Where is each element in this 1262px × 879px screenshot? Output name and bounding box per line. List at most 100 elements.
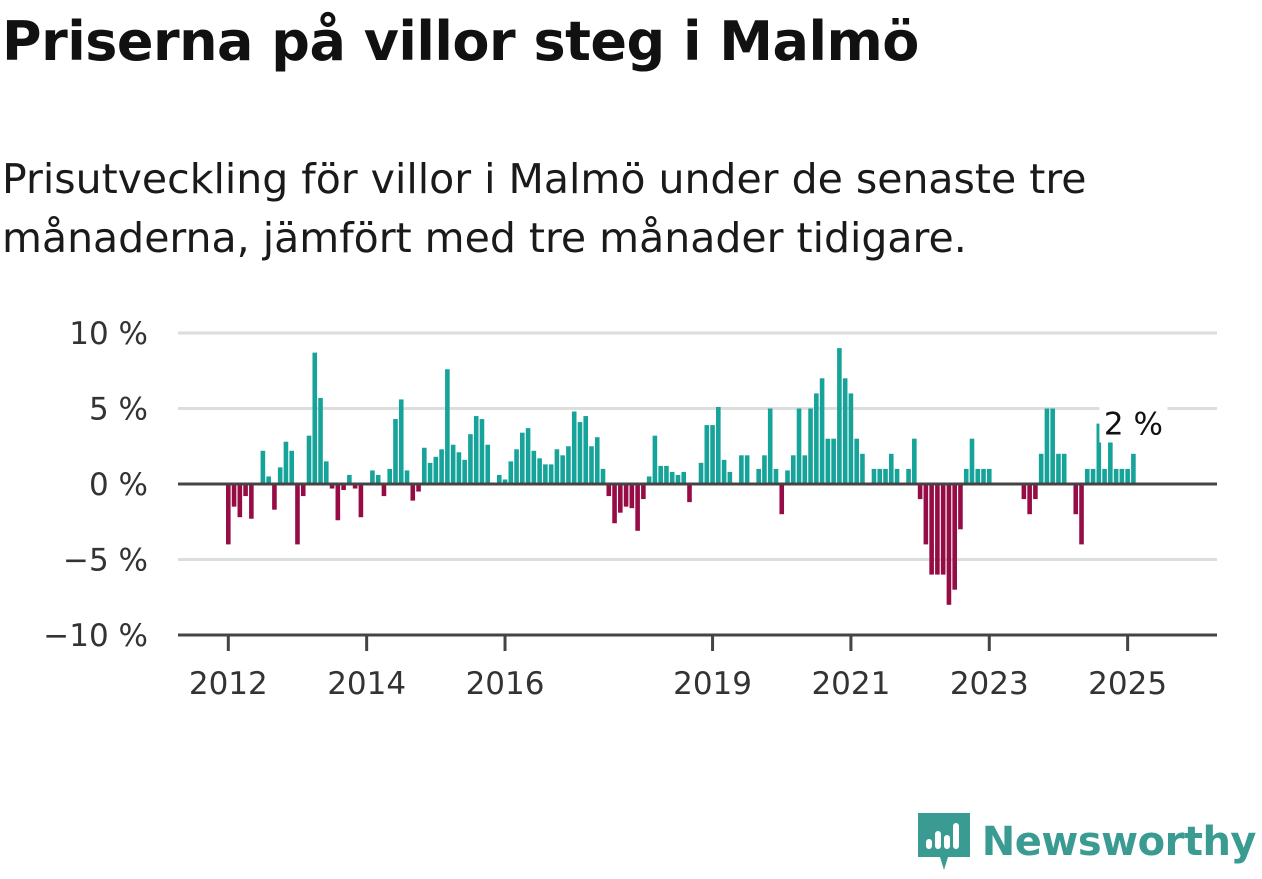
- bar: [842, 378, 848, 484]
- y-tick-label: 5 %: [89, 392, 148, 428]
- bar: [352, 484, 358, 489]
- bar: [612, 484, 617, 524]
- bar: [548, 464, 554, 484]
- bar: [802, 455, 808, 484]
- bar: [681, 471, 687, 484]
- bar: [537, 458, 542, 484]
- bar: [600, 468, 606, 484]
- bar: [1125, 468, 1130, 484]
- bar: [739, 455, 744, 484]
- bar: [1079, 484, 1084, 545]
- bar: [1038, 453, 1044, 484]
- bar: [243, 484, 248, 497]
- bar: [508, 461, 514, 484]
- bar: [664, 465, 669, 484]
- x-tick-label: 2012: [189, 666, 268, 700]
- bar: [710, 425, 715, 484]
- bar: [272, 484, 277, 510]
- bar: [785, 470, 790, 484]
- bar: [289, 450, 295, 484]
- bar: [473, 416, 479, 484]
- bar: [871, 468, 877, 484]
- bar: [906, 468, 911, 484]
- bar: [848, 393, 854, 484]
- bar: [404, 470, 410, 484]
- y-tick-label: 10 %: [69, 316, 148, 352]
- bar: [796, 408, 802, 484]
- bar: [226, 484, 231, 545]
- brand-logo[interactable]: Newsworthy: [917, 813, 1257, 871]
- bar: [721, 459, 727, 484]
- bar: [629, 484, 635, 509]
- bar: [341, 484, 346, 491]
- bar: [312, 352, 318, 484]
- bar: [445, 369, 450, 484]
- bar: [1108, 438, 1113, 484]
- bar: [277, 467, 283, 484]
- bar: [808, 408, 813, 484]
- bar: [485, 444, 491, 484]
- bar: [560, 455, 565, 484]
- x-tick-label: 2019: [673, 666, 752, 700]
- bar: [704, 425, 710, 484]
- bar: [335, 484, 341, 521]
- bar: [1096, 423, 1102, 484]
- x-tick-label: 2021: [811, 666, 890, 700]
- bar: [1056, 453, 1061, 484]
- bar: [427, 462, 433, 484]
- bar: [583, 416, 589, 484]
- bar: [249, 484, 254, 519]
- bar: [894, 468, 900, 484]
- bar: [935, 484, 940, 575]
- bar: [1090, 468, 1096, 484]
- axes: [178, 482, 1217, 651]
- grid-lines: [178, 331, 1217, 561]
- bar: [986, 468, 992, 484]
- y-tick-label: −10 %: [43, 618, 148, 654]
- bar: [422, 447, 427, 484]
- bar: [520, 432, 525, 484]
- bar: [646, 476, 652, 484]
- bar: [1033, 484, 1038, 500]
- bar: [981, 468, 986, 484]
- annotation-label: 2 %: [1104, 407, 1163, 443]
- bar: [837, 348, 842, 484]
- bar: [300, 484, 306, 497]
- bar: [416, 484, 421, 492]
- bar: [773, 468, 779, 484]
- bar: [790, 455, 796, 484]
- bar: [496, 474, 502, 484]
- bar: [502, 479, 508, 484]
- bar: [860, 453, 865, 484]
- bar: [439, 449, 444, 484]
- bar: [658, 465, 663, 484]
- bar: [716, 406, 721, 484]
- bar: [462, 459, 467, 484]
- bar: [566, 446, 571, 484]
- bar: [266, 476, 271, 484]
- bar: [589, 446, 594, 484]
- bar: [744, 455, 750, 484]
- x-tick-label: 2025: [1088, 666, 1167, 700]
- bar: [1119, 468, 1125, 484]
- brand-name: Newsworthy: [981, 819, 1257, 865]
- bar: [698, 462, 704, 484]
- bar: [929, 484, 934, 575]
- bar: [952, 484, 957, 590]
- bar: [479, 419, 485, 484]
- bar: [531, 450, 537, 484]
- bar: [410, 484, 416, 501]
- bar: [779, 484, 785, 515]
- bar: [370, 470, 375, 484]
- chart-title: Priserna på villor steg i Malmö: [2, 10, 919, 73]
- bar: [963, 468, 969, 484]
- bar: [594, 437, 600, 484]
- bar: [1073, 484, 1079, 515]
- bar: [468, 434, 473, 484]
- bar-chart: 10 % 5 % 0 % −5 % −10 % 2012 2014 2016 2019 2021 2…: [43, 316, 1217, 700]
- bar: [1021, 484, 1027, 500]
- bar: [260, 450, 266, 484]
- bar: [669, 471, 675, 484]
- bar: [940, 484, 946, 575]
- bar: [571, 411, 577, 484]
